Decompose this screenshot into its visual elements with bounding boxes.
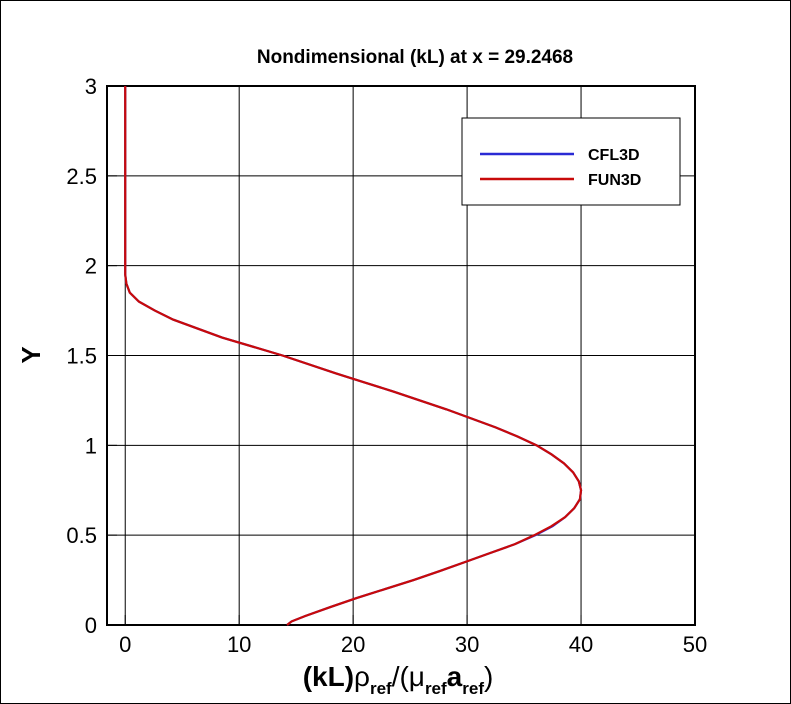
x-label-part: ref [462,679,484,698]
x-tick-label: 50 [683,632,707,657]
y-tick-label: 1.5 [66,344,97,369]
y-axis-label: Y [16,346,46,363]
y-tick-label: 2.5 [66,164,97,189]
x-tick-label: 0 [119,632,131,657]
x-label-part: ) [484,661,493,692]
x-label-part: (kL) [303,661,354,692]
y-tick-label: 1 [85,433,97,458]
x-tick-label: 40 [569,632,593,657]
x-tick-label: 30 [455,632,479,657]
x-label-part: μ [409,661,425,692]
legend-label: CFL3D [588,147,640,164]
y-tick-label: 3 [85,74,97,99]
chart-title: Nondimensional (kL) at x = 29.2468 [257,47,573,68]
x-tick-label: 10 [227,632,251,657]
x-axis-label: (kL)ρref/(μrefaref) [303,661,494,698]
x-label-part: ref [370,679,392,698]
y-tick-label: 0.5 [66,523,97,548]
legend-label: FUN3D [588,172,641,189]
x-label-part: ρ [354,661,370,692]
y-tick-label: 0 [85,613,97,638]
data-line [124,86,583,626]
x-label-part: a [447,661,463,692]
x-label-part: /( [392,661,410,692]
x-label-part: ref [425,679,447,698]
y-tick-label: 2 [85,254,97,279]
plot-border [106,85,696,626]
legend-box [461,117,681,206]
x-tick-label: 20 [341,632,365,657]
